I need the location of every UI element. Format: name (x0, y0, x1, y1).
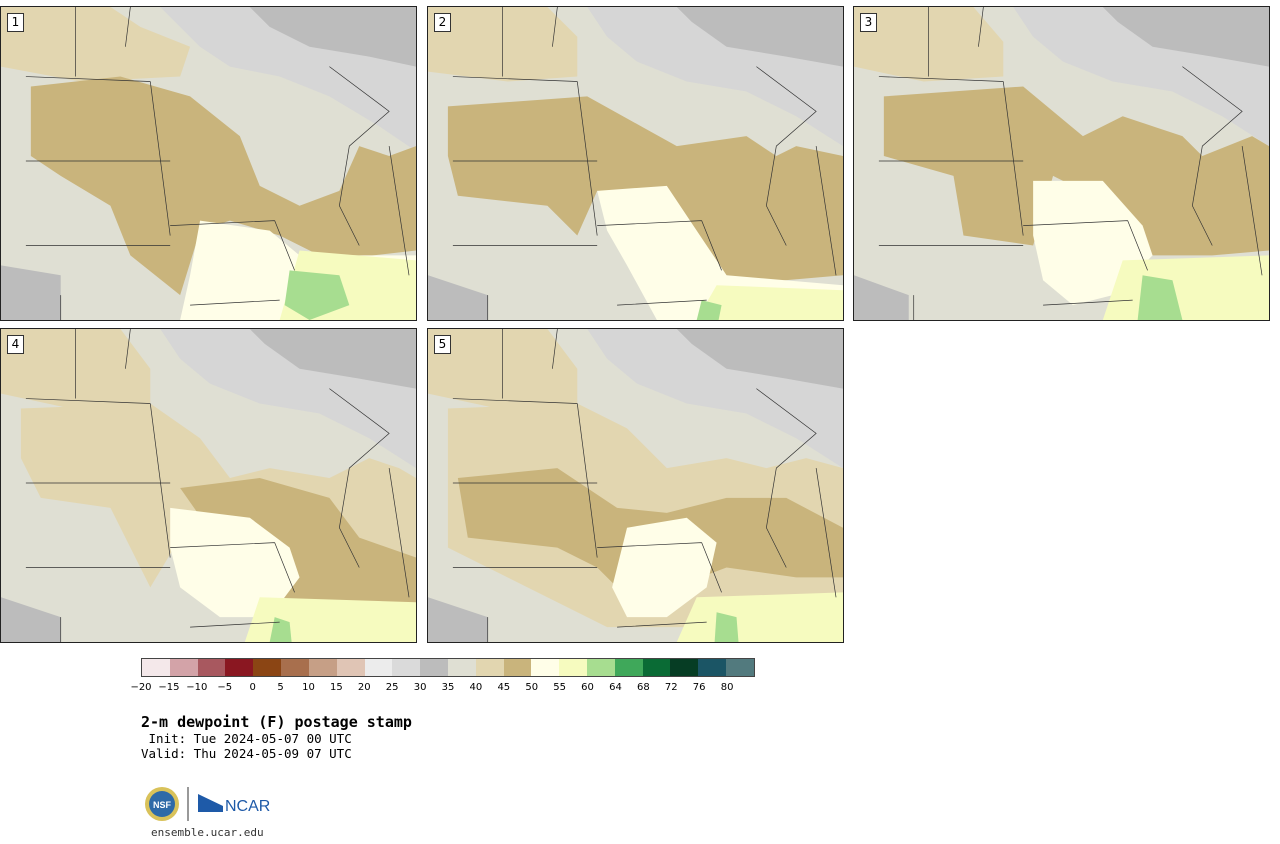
colorbar-tick-label: 20 (357, 682, 371, 693)
colorbar (141, 658, 755, 677)
colorbar-tick-label: 72 (664, 682, 678, 693)
ncar-logo-text: NCAR (225, 798, 270, 815)
colorbar-tick-label: 35 (441, 682, 455, 693)
colorbar-swatch (670, 659, 699, 676)
colorbar-swatch (642, 659, 671, 676)
site-url[interactable]: ensemble.ucar.edu (151, 826, 264, 839)
colorbar-tick-label: −5 (217, 682, 233, 693)
colorbar-swatch (281, 659, 309, 676)
stamp-panel-1[interactable]: 1 (0, 6, 417, 321)
panel-number-label: 1 (7, 13, 24, 32)
colorbar-tick-label: 76 (692, 682, 706, 693)
dewpoint-map-1 (1, 7, 416, 320)
colorbar-swatch (364, 659, 393, 676)
colorbar-tick-label: 30 (413, 682, 427, 693)
colorbar-swatch (225, 659, 254, 676)
colorbar-tick-label: 45 (497, 682, 511, 693)
panel-number-label: 4 (7, 335, 24, 354)
colorbar-ticks: −20 −15 −10 −5 0 5 10 15 20 25 30 35 40 45 50 55 60 64 68 7… (130, 677, 755, 697)
colorbar-swatch (726, 659, 754, 676)
panel-number-label: 5 (434, 335, 451, 354)
dewpoint-map-3 (854, 7, 1269, 320)
colorbar-swatch (447, 659, 476, 676)
colorbar-swatch (392, 659, 421, 676)
stamp-panel-2[interactable]: 2 (427, 6, 844, 321)
colorbar-swatch (503, 659, 532, 676)
colorbar-swatch (169, 659, 198, 676)
dewpoint-map-4 (1, 329, 416, 642)
ncar-logo-icon (198, 794, 223, 812)
stamp-panel-5[interactable]: 5 (427, 328, 844, 643)
colorbar-tick-label: 55 (553, 682, 566, 693)
colorbar-tick-label: −10 (186, 682, 208, 693)
colorbar-swatch (308, 659, 337, 676)
colorbar-swatch (475, 659, 504, 676)
colorbar-swatch (253, 659, 282, 676)
colorbar-tick-label: 10 (302, 682, 315, 693)
stamp-panel-4[interactable]: 4 (0, 328, 417, 643)
colorbar-tick-label: 50 (525, 682, 539, 693)
nsf-logo-text: NSF (153, 800, 172, 810)
colorbar-tick-label: 60 (581, 682, 594, 693)
colorbar-swatch (336, 659, 365, 676)
panel-number-label: 2 (434, 13, 451, 32)
dewpoint-map-5 (428, 329, 843, 642)
colorbar-tick-label: 25 (385, 682, 399, 693)
colorbar-tick-label: 15 (329, 682, 343, 693)
plot-title: 2-m dewpoint (F) postage stamp (141, 713, 412, 731)
nsf-ncar-logo[interactable]: NSF NCAR (143, 786, 275, 822)
stamp-panel-3[interactable]: 3 (853, 6, 1270, 321)
colorbar-tick-label: 5 (277, 682, 284, 693)
colorbar-tick-label: −15 (158, 682, 180, 693)
colorbar-tick-label: 80 (720, 682, 734, 693)
colorbar-tick-label: 68 (636, 682, 650, 693)
dewpoint-map-2 (428, 7, 843, 320)
colorbar-tick-label: −20 (130, 682, 152, 693)
colorbar-tick-label: 64 (609, 682, 622, 693)
colorbar-swatch (587, 659, 615, 676)
colorbar-swatch (614, 659, 643, 676)
colorbar-tick-label: 0 (249, 682, 256, 693)
valid-time: Valid: Thu 2024-05-09 07 UTC (141, 746, 352, 761)
colorbar-swatch (559, 659, 587, 676)
panel-number-label: 3 (860, 13, 877, 32)
colorbar-swatch (420, 659, 448, 676)
init-time: Init: Tue 2024-05-07 00 UTC (141, 731, 352, 746)
colorbar-swatch (197, 659, 226, 676)
colorbar-swatch (142, 659, 170, 676)
colorbar-swatch (698, 659, 727, 676)
colorbar-tick-label: 40 (469, 682, 483, 693)
colorbar-swatch (531, 659, 560, 676)
